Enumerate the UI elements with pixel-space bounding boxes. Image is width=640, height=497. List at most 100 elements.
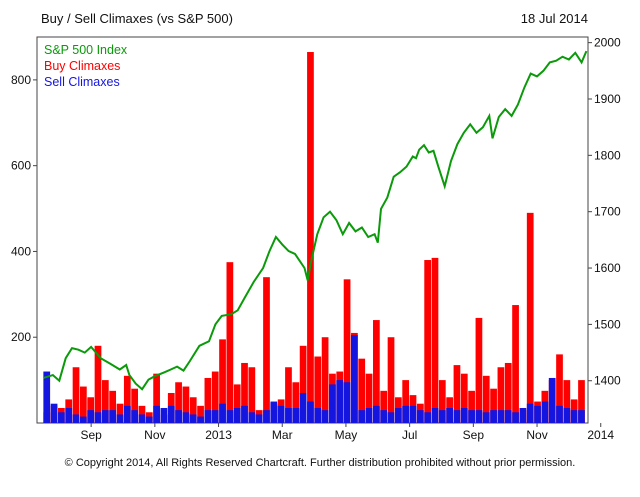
sell-bar (358, 410, 366, 423)
buy-bar (578, 380, 585, 423)
sell-bar (182, 412, 190, 423)
right-tick-label: 1500 (594, 317, 621, 331)
buy-bar (263, 277, 270, 423)
x-tick-label: Sep (463, 428, 485, 442)
sell-bar (563, 407, 571, 423)
sell-bar (307, 401, 314, 423)
sell-bar (468, 410, 475, 423)
sell-bar (556, 405, 563, 423)
buy-bar (475, 317, 483, 423)
buy-bar (526, 212, 534, 423)
buy-bar (292, 382, 300, 423)
sell-bar (534, 405, 541, 423)
buy-bar (373, 320, 380, 423)
x-tick-label: Sep (80, 428, 102, 442)
sell-bar (138, 414, 146, 423)
sell-bar (226, 410, 234, 423)
sell-bar (270, 401, 278, 423)
sell-bar (475, 410, 483, 423)
buy-bar (204, 377, 212, 423)
sell-bar (343, 382, 351, 423)
right-axis: 1400 1500 1600 1700 1800 1900 2000 (588, 36, 621, 388)
sell-bar (123, 405, 131, 423)
buy-bar (438, 380, 446, 423)
buy-bar (424, 260, 432, 423)
sell-bar (79, 416, 87, 423)
left-tick-label: 400 (11, 244, 31, 258)
copyright-notice: © Copyright 2014, All Rights Reserved Ch… (64, 457, 576, 469)
sell-bar (285, 407, 292, 423)
buy-bar (233, 384, 241, 423)
sell-bar (512, 412, 519, 423)
sell-bar (292, 407, 300, 423)
sell-bar (453, 410, 461, 423)
sell-bar (504, 410, 512, 423)
buy-bar (402, 380, 410, 423)
sell-bar (460, 407, 468, 423)
right-tick-label: 1600 (594, 261, 621, 275)
left-tick-label: 200 (11, 330, 31, 344)
buy-bar (175, 382, 182, 423)
sell-bar (424, 412, 432, 423)
sell-bar (431, 407, 439, 423)
legend-buy: Buy Climaxes (44, 59, 121, 73)
sell-bar (541, 401, 549, 423)
buy-bar (343, 279, 351, 423)
sell-bar (490, 410, 497, 423)
buy-bar (563, 380, 571, 423)
buy-bar (504, 362, 512, 423)
right-tick-label: 1400 (594, 374, 621, 388)
buy-bar (79, 386, 87, 423)
x-tick-label: Nov (144, 428, 165, 442)
sell-bar (351, 335, 358, 423)
sell-bar (204, 410, 212, 423)
sell-bar (409, 405, 417, 423)
buy-bar (226, 262, 234, 423)
sell-bar (336, 380, 344, 423)
sell-bar (526, 403, 534, 423)
sell-bar (109, 410, 117, 423)
buy-bar (512, 305, 519, 423)
right-tick-label: 1900 (594, 92, 621, 106)
sell-bar (548, 377, 556, 423)
sell-bar (72, 414, 80, 423)
chart-date: 18 Jul 2014 (520, 11, 588, 26)
buy-bar (285, 367, 292, 423)
buy-bar (387, 337, 395, 423)
x-axis: SepNov2013MarMayJulSepNov2014MarMayJul (80, 423, 614, 442)
sell-bar (373, 405, 380, 423)
buy-bar (123, 375, 131, 423)
sell-bar (438, 410, 446, 423)
buy-bar (431, 257, 439, 423)
right-tick-label: 2000 (594, 36, 621, 50)
chart-title: Buy / Sell Climaxes (vs S&P 500) (41, 11, 233, 26)
buy-bar (248, 367, 256, 423)
sell-bar (314, 407, 322, 423)
buy-bar (482, 375, 490, 423)
sp500-line (43, 50, 588, 391)
buy-bar (219, 339, 226, 423)
left-tick-label: 800 (11, 73, 31, 87)
sell-bar (197, 416, 204, 423)
buy-bar (358, 358, 366, 423)
sell-bar (219, 403, 226, 423)
sell-bar (365, 407, 373, 423)
buy-bar (109, 390, 117, 423)
sell-bar (277, 405, 285, 423)
buy-bar (197, 405, 204, 423)
buy-bar (101, 380, 109, 423)
sell-bar (519, 407, 527, 423)
sell-bar (211, 410, 219, 423)
left-axis: 200 400 600 800 (11, 73, 37, 344)
buy-bar (497, 367, 505, 423)
buy-bar (72, 367, 80, 423)
x-tick-label: Mar (272, 428, 293, 442)
sell-bar (299, 392, 307, 423)
buy-bar (153, 373, 160, 423)
legend-sell: Sell Climaxes (44, 75, 120, 89)
sell-bar (153, 405, 160, 423)
sell-bar (380, 410, 388, 423)
right-tick-label: 1700 (594, 205, 621, 219)
buy-bar (307, 52, 314, 424)
sell-bar (87, 410, 95, 423)
